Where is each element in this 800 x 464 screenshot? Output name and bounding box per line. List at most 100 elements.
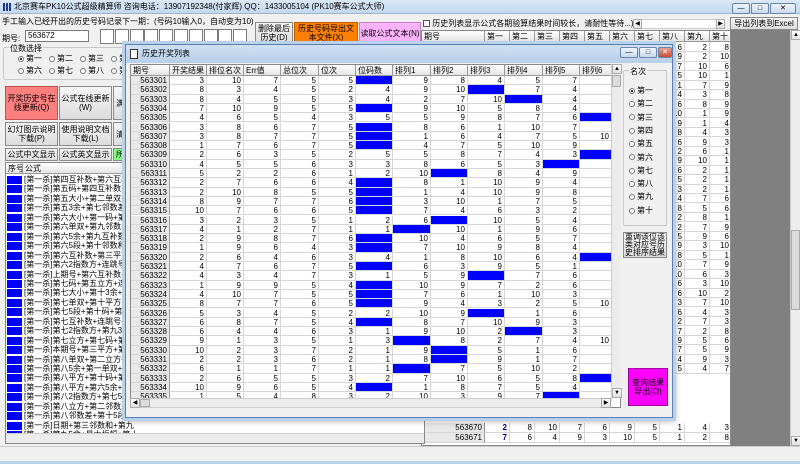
scroll-down-icon[interactable]: ▼ [791,436,800,446]
rank-option[interactable]: 第八 [629,178,653,189]
radio-icon[interactable] [629,180,635,187]
digit-option[interactable]: 第一 [18,53,42,64]
list-hscrollbar[interactable] [6,433,424,443]
radio-icon[interactable] [111,67,117,74]
manual-download-button[interactable]: 使用说明文档下载(L) [59,122,112,146]
formula-row[interactable]: [第一杀]第八5余+第一单双+第 [6,364,424,374]
number-box[interactable] [203,29,218,44]
radio-icon[interactable] [18,55,24,62]
digit-option[interactable]: 第二 [49,53,73,64]
number-box[interactable] [174,29,188,44]
english-display-button[interactable]: 公式英文显示 [59,148,112,161]
formula-row[interactable]: [第一杀]日期+第三邻数和+第九 [6,421,424,431]
radio-icon[interactable] [80,67,86,74]
rank-option[interactable]: 第三 [629,112,653,123]
export-history-text-button[interactable]: 历史号码导出文本文件(X) [294,22,358,44]
formula-row[interactable]: [第一杀]第七单双+第十平方+ [6,298,424,308]
radio-icon[interactable] [629,154,635,161]
radio-icon[interactable] [111,55,117,62]
radio-icon[interactable] [629,194,635,201]
radio-icon[interactable] [629,87,635,94]
digit-option[interactable]: 第三 [80,53,104,64]
delete-last-history-button[interactable]: 删除最后历史(D) [255,22,293,44]
formula-row[interactable]: [第一杀]第四互补数+第六互补 [6,175,424,185]
number-box[interactable] [100,29,114,44]
number-box[interactable] [144,29,159,44]
formula-row[interactable]: [第一杀]第七5段+第十码+第十 [6,307,424,317]
dialog-scroll-thumb[interactable] [612,75,621,87]
slow-history-checkbox[interactable]: 历史列表显示公式各期验算结果时间较长，请耐性等待...) [423,19,659,29]
dialog-close-icon[interactable]: ✕ [658,47,672,58]
radio-icon[interactable] [18,67,24,74]
radio-icon[interactable] [80,55,86,62]
number-box[interactable] [188,29,203,44]
number-box[interactable] [233,29,248,44]
formula-row[interactable]: [第一杀]第五3余+第七邻数差 [6,203,424,213]
dialog-scroll-up-icon[interactable]: ▲ [612,64,622,74]
checkbox-icon[interactable] [423,20,430,28]
number-box[interactable] [129,29,144,44]
radio-icon[interactable] [629,141,635,148]
dialog-scroll-left-icon[interactable]: ◀ [130,398,140,408]
dialog-hscroll-thumb[interactable] [140,399,150,407]
formula-row[interactable]: [第一杀]第八平方+第六5余+第 [6,383,424,393]
close-icon[interactable]: ✕ [770,3,796,14]
digit-option[interactable]: 第八 [80,65,104,76]
formula-row[interactable]: [第一杀]第六2指数方+连跳号 [6,260,424,270]
online-history-update-button[interactable]: 开奖历史号在线更新(Q) [5,86,58,120]
dialog-maximize-icon[interactable]: □ [639,47,657,58]
export-excel-button[interactable]: 导出列表到Excel [730,17,798,30]
formula-row[interactable]: [第一杀]第八立方+第二邻数差 [6,402,424,412]
formula-row[interactable]: [第一杀]第六大小+第一码+第 [6,213,424,223]
radio-icon[interactable] [629,114,635,121]
digit-option[interactable]: 第七 [49,65,73,76]
radio-icon[interactable] [629,101,635,108]
radio-icon[interactable] [629,167,635,174]
scroll-left-icon[interactable]: ◀ [633,19,642,29]
dialog-vertical-scrollbar[interactable]: ▲ ▼ [611,64,622,398]
requery-sort-button[interactable]: 重调该位该类对应号历史排序结果 [623,232,667,258]
formula-row[interactable]: [第一杀]本期号+第三平方+第 [6,345,424,355]
digit-option[interactable]: 第六 [18,65,42,76]
formula-row[interactable]: [第一杀]第八2指数方+第七5段 [6,392,424,402]
number-box[interactable] [218,29,233,44]
formula-row[interactable]: [第一杀]第八邻数差+第十5段 [6,411,424,421]
formula-row[interactable]: [第一杀]上期号+第六互补数+ [6,270,424,280]
radio-icon[interactable] [629,207,635,214]
formula-row[interactable]: [第一杀]第五码+第四互补数+ [6,184,424,194]
rank-option[interactable]: 第一 [629,85,653,96]
formula-row[interactable]: [第一杀]第七大小+第十3余+ [6,288,424,298]
radio-icon[interactable] [49,55,55,62]
online-formula-update-button[interactable]: 公式在线更新(W) [59,86,112,120]
formula-row[interactable]: [第一杀]第八平方+第十码+第 [6,373,424,383]
export-query-result-button[interactable]: 查询结果导出(O) [628,368,668,406]
slides-download-button[interactable]: 幻灯图示说明下载(P) [5,122,58,146]
scroll-up-icon[interactable]: ▲ [791,30,800,40]
rank-option[interactable]: 第九 [629,191,653,202]
dialog-minimize-icon[interactable]: — [620,47,638,58]
maximize-icon[interactable]: □ [751,3,769,14]
formula-row[interactable]: [第一杀]第五大小+第二单双+ [6,194,424,204]
minimize-icon[interactable]: — [732,3,750,14]
radio-icon[interactable] [629,127,635,134]
formula-row[interactable]: [第一杀]第七立方+第七码+第 [6,336,424,346]
radio-icon[interactable] [49,67,55,74]
rank-option[interactable]: 第四 [629,125,653,136]
formula-row[interactable]: [第一杀]第七2指数方+第九3余 [6,326,424,336]
history-vertical-scrollbar[interactable]: ▲ ▼ [790,30,800,446]
formula-row[interactable]: [第一杀]第七码+第五立方+连 [6,279,424,289]
horizontal-scrollbar-top[interactable]: ◀ ▶ [633,19,725,29]
number-box[interactable] [159,29,174,44]
rank-option[interactable]: 第六 [629,152,653,163]
read-formula-text-button[interactable]: 读取公式文本(N) [359,22,421,44]
formula-row[interactable]: [第一杀]第六互补数+第三平方 [6,251,424,261]
dialog-horizontal-scrollbar[interactable]: ◀ ▶ [130,398,611,408]
rank-option[interactable]: 第七 [629,165,653,176]
scroll-thumb[interactable] [791,230,800,310]
chinese-display-button[interactable]: 公式中文显示 [5,148,58,161]
formula-row[interactable]: [第一杀]第六5余+第九互补数 [6,232,424,242]
rank-option[interactable]: 第五 [629,138,653,149]
period-input[interactable]: 563672 [25,30,89,42]
formula-row[interactable]: [第一杀]第六5段+第十邻数和 [6,241,424,251]
rank-option[interactable]: 第二 [629,98,653,109]
